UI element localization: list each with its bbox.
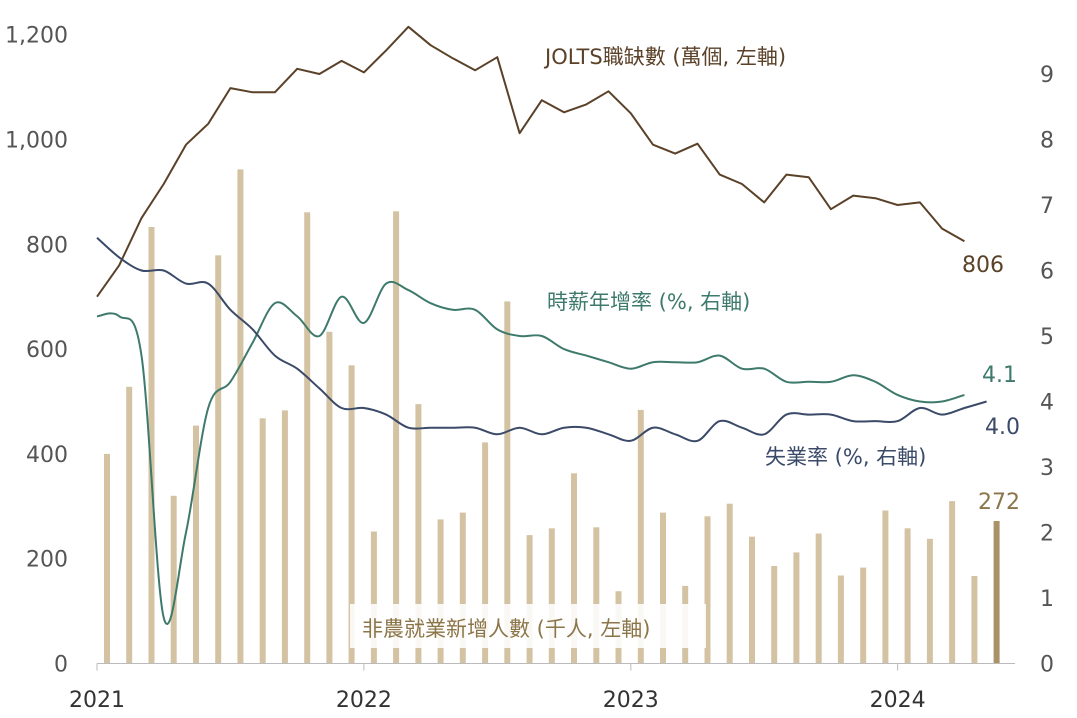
bar-2023-01: [637, 409, 644, 664]
bar-2022-04: [437, 519, 444, 664]
bar-2021-03: [148, 227, 155, 664]
bar-label-background: [350, 604, 706, 648]
bar-2024-01: [904, 528, 911, 664]
bar-2023-07: [771, 566, 778, 664]
right-tick-label: 2: [1040, 522, 1054, 547]
bar-2021-01: [104, 453, 110, 664]
bar-2023-05: [726, 503, 733, 664]
bar-2023-08: [793, 552, 800, 664]
bar-2023-12: [882, 510, 889, 664]
x-tick-label: 2023: [603, 688, 659, 713]
bar-2024-04: [971, 576, 978, 664]
end-label-nonfarm-payrolls: 272: [978, 490, 1020, 515]
right-tick-label: 4: [1040, 391, 1054, 416]
x-axis-ticks: 2021 2022 2023 2024: [69, 688, 926, 713]
bar-2023-04: [704, 516, 711, 664]
bar-2021-11: [326, 331, 333, 664]
label-nonfarm-payrolls: 非農就業新增人數 (千人, 左軸): [362, 617, 650, 641]
axes: [96, 663, 1015, 671]
left-tick-label: 1,000: [5, 129, 68, 154]
label-jolts: JOLTS職缺數 (萬個, 左軸): [543, 45, 786, 69]
right-tick-label: 8: [1040, 129, 1054, 154]
right-tick-label: 7: [1040, 194, 1054, 219]
right-tick-label: 6: [1040, 260, 1054, 285]
jolts-line: [96, 25, 965, 298]
end-label-wage-growth: 4.1: [982, 363, 1017, 388]
left-tick-label: 600: [26, 338, 68, 363]
label-wage-growth: 時薪年增率 (%, 右軸): [547, 290, 750, 314]
right-tick-label: 5: [1040, 325, 1054, 350]
end-label-jolts: 806: [962, 253, 1004, 278]
unemployment-line: [96, 236, 987, 443]
bar-2023-09: [815, 533, 822, 664]
left-tick-label: 800: [26, 233, 68, 258]
right-tick-label: 0: [1040, 653, 1054, 678]
right-axis-ticks: 0 1 2 3 4 5 6 7 8 9: [1040, 63, 1054, 678]
bar-2022-09: [548, 528, 555, 664]
bar-2021-07: [237, 169, 244, 664]
left-axis-ticks: 0 200 400 600 800 1,000 1,200: [5, 24, 68, 678]
left-tick-label: 0: [54, 653, 68, 678]
left-tick-label: 200: [26, 548, 68, 573]
bar-2021-02: [126, 386, 133, 664]
bar-2023-11: [860, 567, 867, 664]
bar-2021-04: [170, 495, 177, 664]
right-tick-label: 1: [1040, 587, 1054, 612]
series-labels: 非農就業新增人數 (千人, 左軸) JOLTS職缺數 (萬個, 左軸) 時薪年增…: [350, 45, 1020, 648]
bar-2022-07: [504, 301, 511, 664]
right-tick-label: 3: [1040, 456, 1054, 481]
bar-series: [104, 169, 1000, 664]
bar-2022-10: [571, 473, 577, 664]
bar-2022-01: [370, 531, 377, 664]
bar-2021-06: [215, 255, 222, 664]
wage-growth-line: [96, 280, 965, 626]
bar-2024-05: [993, 521, 1000, 664]
x-tick-label: 2024: [870, 688, 926, 713]
label-unemployment: 失業率 (%, 右軸): [765, 445, 926, 469]
bar-2023-06: [749, 536, 755, 664]
left-tick-label: 400: [26, 443, 68, 468]
bar-2023-10: [837, 575, 844, 664]
line-series: [96, 25, 987, 626]
bar-2021-05: [193, 425, 199, 664]
bar-2022-06: [482, 442, 489, 664]
bar-2022-11: [593, 527, 600, 664]
end-label-unemployment: 4.0: [985, 415, 1020, 440]
bar-2023-02: [660, 512, 666, 664]
right-tick-label: 9: [1040, 63, 1054, 88]
bar-2024-02: [926, 538, 933, 664]
bar-2022-02: [393, 211, 400, 664]
bar-2022-08: [526, 535, 533, 664]
bar-2022-03: [415, 404, 422, 664]
left-tick-label: 1,200: [5, 24, 68, 49]
bar-2021-10: [304, 212, 311, 664]
bar-2021-12: [348, 365, 355, 664]
bar-2021-09: [281, 410, 288, 664]
x-tick-label: 2022: [336, 688, 392, 713]
bar-2024-03: [949, 501, 956, 664]
x-tick-label: 2021: [69, 688, 125, 713]
bar-2021-08: [259, 418, 266, 664]
bar-2022-05: [459, 512, 466, 664]
